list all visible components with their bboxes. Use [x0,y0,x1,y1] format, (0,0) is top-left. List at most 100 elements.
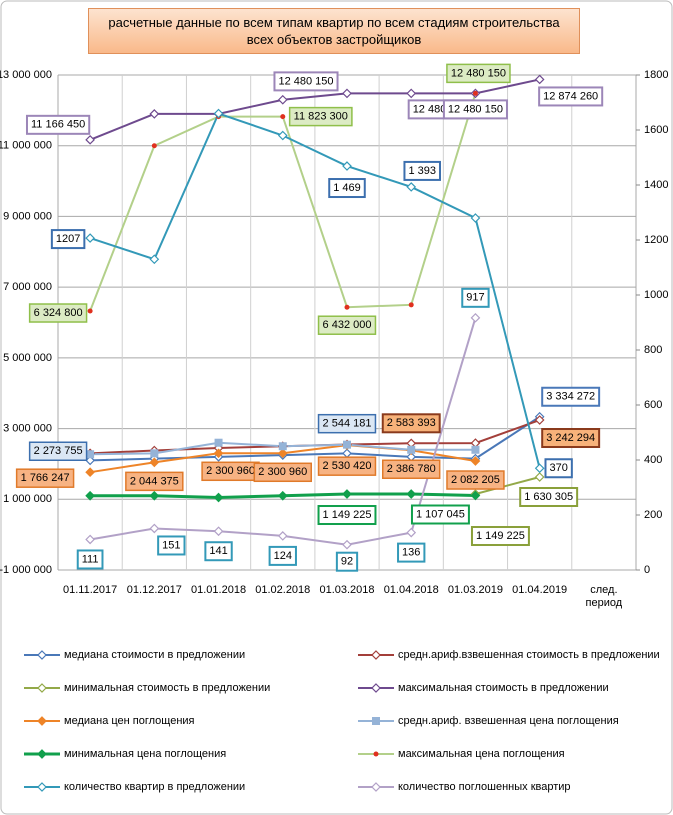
marker [37,782,47,792]
legend-item: максимальная цена поглощения [358,748,565,760]
y-tick-label: 9 000 000 [3,210,52,222]
data-label: 141 [209,545,227,557]
marker [406,88,417,99]
y2-tick-label: 1800 [644,69,668,81]
legend-label: максимальная стоимость в предложении [398,682,609,694]
legend-label: медиана стоимости в предложении [64,649,245,661]
series-line [89,112,541,469]
data-label-box [253,462,312,483]
data-label: 11 166 450 [31,119,85,131]
marker [406,489,417,499]
y2-tick-label: 0 [644,564,650,576]
marker [343,440,351,449]
marker [534,463,545,474]
data-label-box [268,545,297,566]
legend-item: минимальная стоимость в предложении [24,682,270,694]
marker [85,455,95,466]
legend-label: минимальная цена поглощения [64,748,226,760]
data-label: 3 334 272 [546,391,595,403]
y-tick-label: 13 000 000 [0,69,52,81]
data-label: 1 393 [408,165,436,177]
data-label-box [470,526,530,547]
marker [37,650,47,660]
marker [407,445,416,454]
data-label: 1 149 225 [323,509,372,521]
x-tick-label: 01.01.2018 [191,584,247,596]
data-label: 2 300 960 [258,466,307,478]
y2-tick-label: 200 [644,509,662,521]
y-tick-label: 1 000 000 [3,493,52,505]
data-label: 12 480 150 [448,103,503,115]
data-label: 1 630 305 [524,491,573,503]
marker [470,490,481,501]
y2-tick-label: 400 [644,454,662,466]
legend-label: средн.ариф. взвешенная цена поглощения [398,715,619,727]
marker [213,448,224,459]
data-label-box [50,229,86,250]
data-label: 2 386 780 [387,463,436,475]
legend-label: количество поглошенных квартир [398,781,571,793]
data-label-box [538,86,604,107]
marker [471,445,480,454]
data-label: 1 469 [333,182,361,194]
series-line [475,476,540,495]
marker [149,523,160,534]
data-label: 6 432 000 [323,319,372,331]
data-label-box [317,505,377,526]
data-label-box [544,458,573,479]
marker [371,683,381,693]
marker [213,492,224,503]
data-label: 12 480 150 [278,75,333,87]
legend-item: средн.ариф. взвешенная цена поглощения [358,715,619,727]
marker [278,442,287,451]
data-label-box [125,471,184,492]
marker [371,782,381,792]
data-label: 2 530 420 [323,460,372,472]
data-label-box [541,428,601,449]
data-label: 124 [274,550,292,562]
marker [408,302,414,308]
marker [534,472,545,482]
marker [342,88,352,99]
marker [37,716,47,726]
data-label-box [403,160,441,181]
y-tick-label: -1 000 000 [0,564,52,576]
marker [85,233,95,243]
series-line [89,78,540,141]
y2-tick-label: 1000 [644,289,668,301]
data-label: 2 544 181 [323,418,372,430]
legend-item: максимальная стоимость в предложении [358,682,609,694]
x-tick-label: след. период [585,584,623,609]
marker [213,526,224,537]
marker [534,415,545,425]
data-label: 2 583 393 [387,417,436,429]
marker [86,450,95,459]
data-label-box [381,413,441,434]
marker [342,161,352,171]
data-label: 370 [549,462,567,474]
legend-item: количество квартир в предложении [24,781,245,793]
x-tick-label: 01.12.2017 [126,584,182,596]
marker [277,130,288,141]
marker [151,143,157,149]
marker [470,213,481,223]
data-label: 1207 [56,233,80,245]
marker [150,449,159,458]
y2-tick-label: 1600 [644,124,668,136]
data-label-box [288,106,353,127]
data-label: 2 044 375 [130,475,179,487]
data-label-box [461,287,490,308]
x-tick-label: 01.11.2017 [62,584,118,596]
data-label: 92 [341,556,353,568]
marker [277,490,288,501]
data-label-box [28,303,88,323]
data-label-box [76,549,104,570]
data-label: 12 480 150 [451,67,506,79]
data-label-box [410,504,470,525]
data-label-box [28,441,88,461]
marker [406,527,417,538]
marker [149,490,160,501]
chart-title: расчетные данные по всем типам квартир п… [88,8,580,54]
